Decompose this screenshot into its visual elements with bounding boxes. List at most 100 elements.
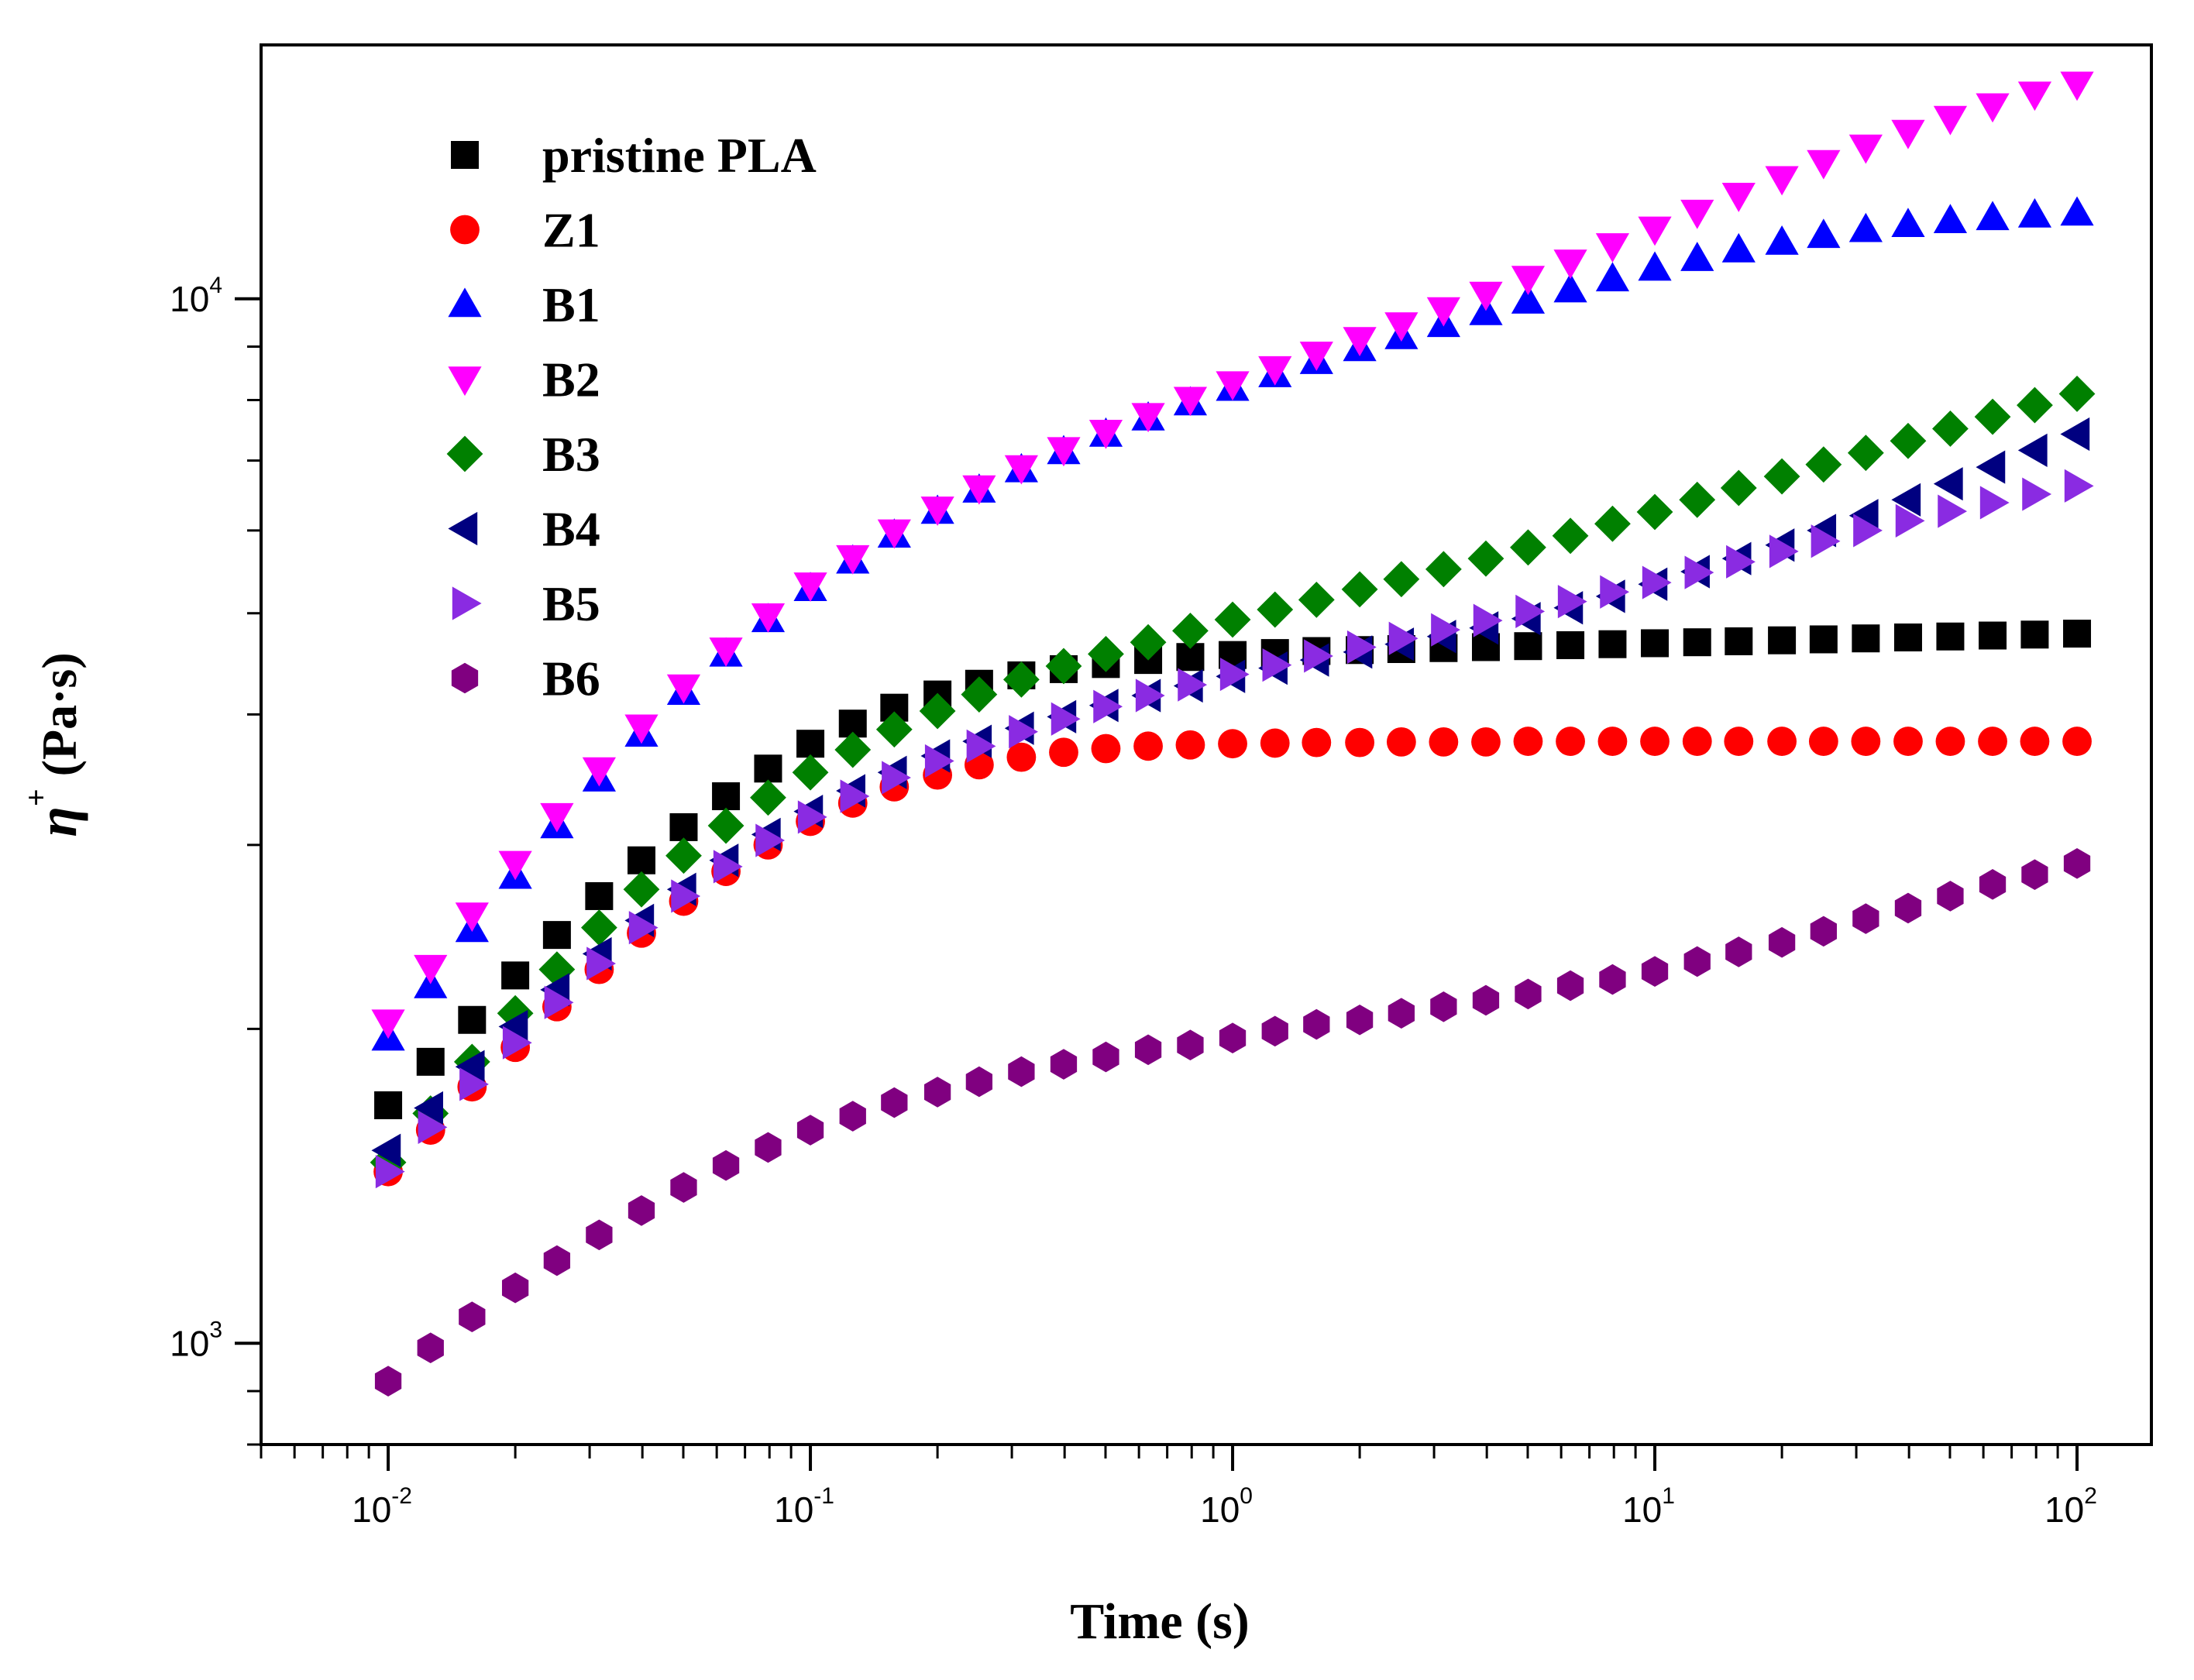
data-point [1175,730,1205,760]
data-point [1893,623,1922,651]
data-point [1552,517,1589,555]
data-point [459,1067,489,1101]
data-point [1767,727,1797,756]
data-point [2064,469,2094,503]
data-point [2063,847,2091,879]
data-point [1595,233,1630,263]
data-point [1600,575,1630,609]
data-point [1763,458,1800,495]
data-point [2063,620,2092,648]
data-point [1807,149,1841,180]
data-point [459,1301,486,1332]
data-point [1131,403,1165,433]
data-point [1891,483,1921,517]
data-point [1557,585,1587,619]
data-point [1938,494,1968,528]
data-point [665,837,702,874]
data-point [2058,376,2096,412]
data-point [1598,630,1627,658]
data-point [1683,946,1711,977]
data-point [712,1149,740,1181]
data-point [836,545,870,575]
data-point [1008,1056,1035,1087]
svg-text:η+ (Pa·s): η+ (Pa·s) [19,652,88,837]
data-point [2020,620,2049,649]
data-point [797,800,827,834]
data-point [1514,632,1542,661]
y-tick-label: 103 [170,1317,222,1363]
data-point [923,1077,951,1108]
x-tick-label: 101 [1622,1483,1675,1530]
data-point [1979,869,2007,900]
data-point [1976,93,2010,123]
data-point [1594,505,1631,542]
data-point [1002,661,1040,698]
data-point [1303,1008,1330,1040]
data-point [1852,903,1879,934]
data-point [498,850,532,881]
data-point [670,1172,697,1203]
data-point [875,711,913,748]
data-point [1851,727,1881,756]
data-point [1510,529,1546,566]
data-point [1721,232,1756,263]
data-point [1936,622,1965,651]
data-point [1515,978,1542,1010]
data-point [1642,565,1672,600]
data-point [542,921,571,950]
data-point [1725,627,1753,655]
legend-label: B6 [542,651,600,706]
legend-marker [446,435,483,472]
data-point [877,519,911,549]
data-point [1218,729,1247,759]
data-point [2021,859,2048,891]
data-point [834,731,872,768]
data-point [1808,727,1838,756]
data-point [750,779,786,816]
data-point [1933,467,1963,501]
data-point [669,813,698,841]
legend-marker [451,662,479,694]
data-point [961,676,998,713]
data-point [414,1091,443,1125]
data-point [1556,630,1585,659]
data-point [1388,998,1415,1029]
legend-marker [448,366,482,397]
data-point [1172,612,1209,649]
data-point [1810,916,1838,947]
data-point [754,754,782,783]
data-point [1848,134,1883,164]
data-point [1807,218,1841,249]
data-point [796,730,825,758]
data-point [1133,731,1163,761]
legend-label: B5 [542,576,600,631]
series-b2 [371,71,2094,1039]
data-point [1471,727,1501,757]
data-point [2060,196,2094,226]
legend-marker [448,287,482,318]
legend-marker [450,215,480,245]
data-point [586,947,616,981]
data-point [1469,281,1503,311]
data-point [1890,422,1927,459]
data-point [966,729,996,763]
data-point [1935,727,1965,756]
data-point [1932,411,1969,447]
data-point [1178,668,1208,702]
x-axis-title: Time (s) [1070,1593,1250,1650]
data-point [1556,970,1584,1001]
data-point [455,1050,485,1084]
data-point [755,1132,782,1163]
data-point [374,1091,403,1119]
data-point [839,1101,866,1132]
data-point [540,802,574,833]
legend-marker [452,586,482,620]
data-point [1979,486,2010,520]
x-tick-label: 10-2 [352,1483,412,1530]
data-point [1346,630,1377,665]
x-tick-label: 10-1 [774,1483,834,1530]
data-point [371,1009,405,1039]
data-point [1345,727,1375,758]
data-point [1091,733,1121,764]
data-point [1430,991,1457,1022]
